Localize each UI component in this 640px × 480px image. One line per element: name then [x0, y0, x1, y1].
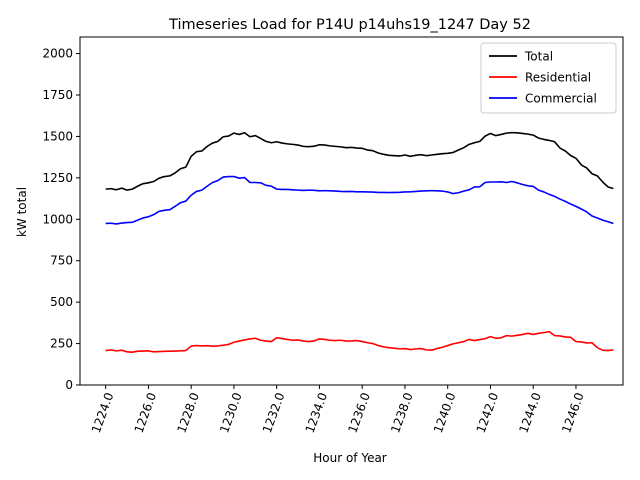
x-tick-label: 1238.0	[388, 391, 416, 435]
x-tick-label: 1232.0	[260, 391, 288, 435]
chart-title: Timeseries Load for P14U p14uhs19_1247 D…	[168, 17, 531, 33]
y-tick-label: 1500	[42, 129, 73, 143]
x-tick-label: 1228.0	[174, 391, 202, 435]
legend-label-total: Total	[524, 50, 553, 64]
x-tick-label: 1246.0	[559, 391, 587, 435]
series-line-commercial	[105, 175, 614, 225]
x-axis-label: Hour of Year	[313, 451, 387, 465]
y-axis-ticks: 0 250 500 750 1000 1250 1500 1750 2000	[42, 47, 80, 392]
y-tick-label: 1250	[42, 171, 73, 185]
x-tick-label: 1230.0	[217, 391, 245, 435]
legend-label-commercial: Commercial	[525, 92, 597, 106]
y-tick-label: 750	[50, 254, 73, 268]
series-line-residential	[105, 330, 614, 353]
x-tick-label: 1242.0	[474, 391, 502, 435]
y-tick-label: 500	[50, 295, 73, 309]
y-tick-label: 1000	[42, 212, 73, 226]
x-tick-label: 1224.0	[89, 391, 117, 435]
y-axis-label: kW total	[15, 187, 29, 237]
series-line-total	[105, 131, 614, 191]
x-axis-ticks: 1224.0 1226.0 1228.0 1230.0 1232.0 1234.0 1236…	[89, 385, 587, 435]
y-tick-label: 1750	[42, 88, 73, 102]
series-layer	[105, 131, 614, 353]
legend: Total Residential Commercial	[480, 42, 617, 114]
legend-label-residential: Residential	[525, 71, 591, 85]
legend-box	[480, 42, 617, 114]
plot-frame	[79, 36, 624, 386]
x-tick-label: 1240.0	[431, 391, 459, 435]
y-tick-label: 2000	[42, 47, 73, 61]
x-tick-label: 1244.0	[516, 391, 544, 435]
y-tick-label: 250	[50, 337, 73, 351]
x-tick-label: 1236.0	[345, 391, 373, 435]
x-tick-label: 1234.0	[303, 391, 331, 435]
x-tick-label: 1226.0	[132, 391, 160, 435]
y-tick-label: 0	[65, 378, 73, 392]
